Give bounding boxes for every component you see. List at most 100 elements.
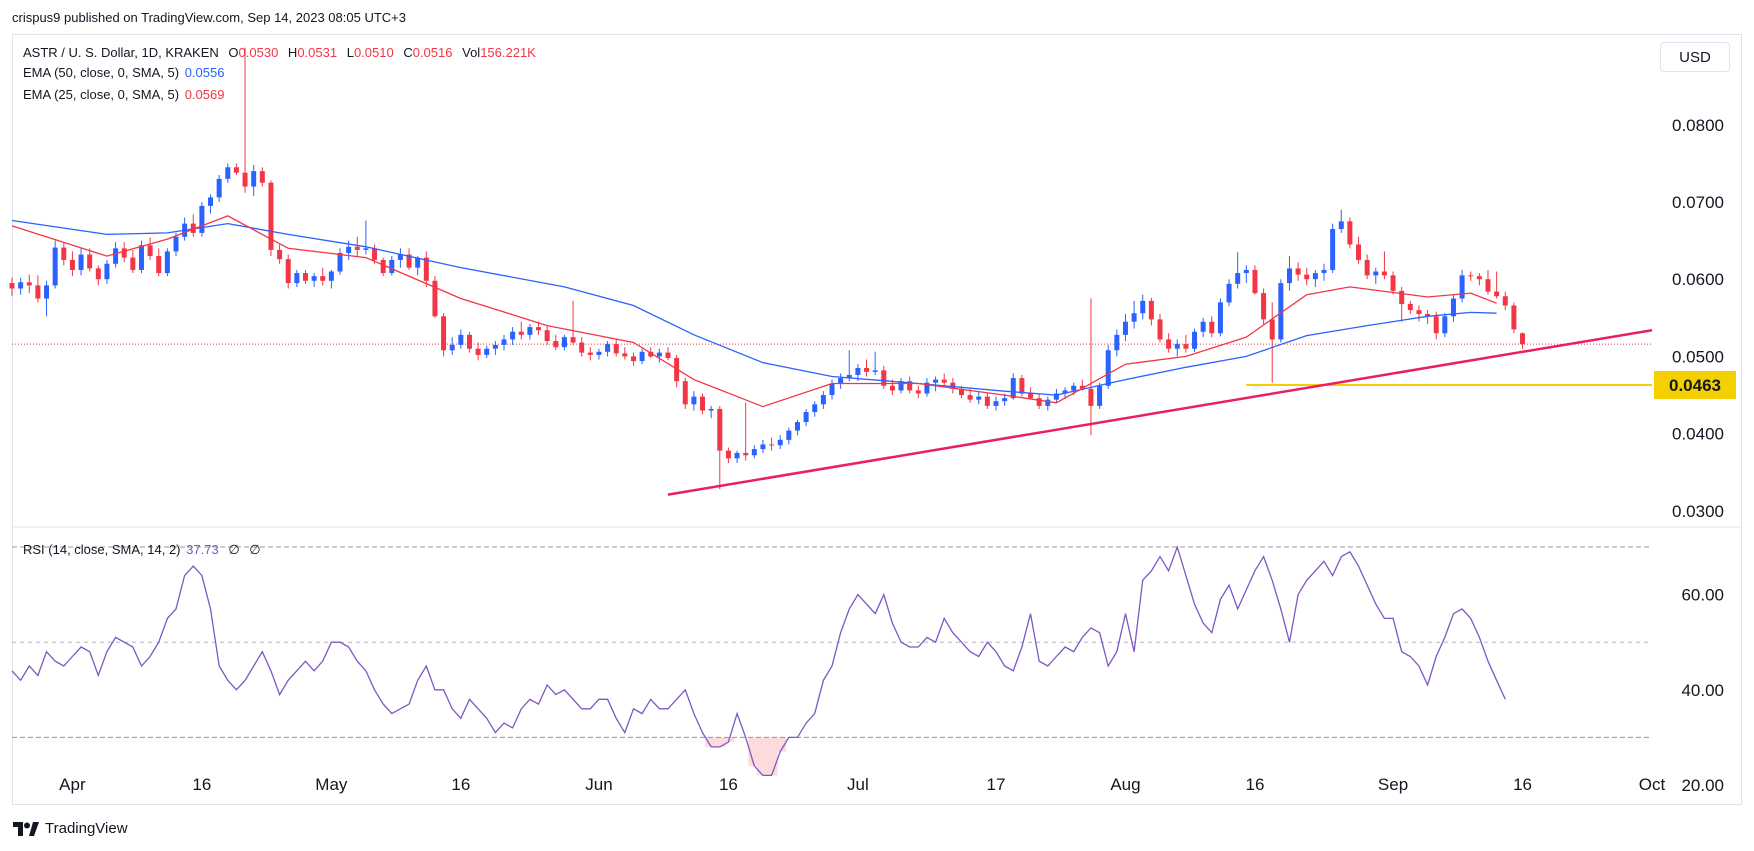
candle-body <box>87 254 93 269</box>
tradingview-brand: TradingView <box>45 820 128 837</box>
candle-body <box>734 452 740 459</box>
high-value: 0.0531 <box>297 45 338 60</box>
candle-body <box>1321 269 1327 274</box>
candle-body <box>1002 398 1008 402</box>
price-axis-tick-label: 0.0700 <box>1672 193 1724 212</box>
candle-body <box>691 396 697 405</box>
price-axis-tick-label: 0.0500 <box>1672 347 1724 366</box>
candle-body <box>259 171 265 183</box>
candle-body <box>613 344 619 354</box>
candle-body <box>1053 393 1059 400</box>
candle-body <box>1079 385 1085 389</box>
candle-body <box>812 404 818 413</box>
candle-body <box>156 256 162 274</box>
candle-body <box>769 444 775 446</box>
candle-body <box>1286 268 1292 284</box>
candle-body <box>1407 303 1413 311</box>
candle-body <box>1295 268 1301 275</box>
candle-body <box>536 327 542 331</box>
candle-body <box>924 382 930 394</box>
candle-body <box>121 248 127 258</box>
candle-body <box>1520 333 1526 345</box>
candle-body <box>104 263 110 280</box>
ema25-legend[interactable]: EMA (25, close, 0, SMA, 5) 0.0569 <box>23 87 224 102</box>
tradingview-footer[interactable]: TradingView <box>13 820 128 837</box>
candle-body <box>113 248 119 264</box>
candle-body <box>337 252 343 272</box>
candle-body <box>44 285 50 299</box>
time-axis-tick-label: Sep <box>1378 775 1408 794</box>
candle-body <box>1088 388 1094 406</box>
candle-body <box>1399 290 1405 304</box>
candle-body <box>656 352 662 357</box>
candle-body <box>898 381 904 391</box>
candle-body <box>1235 273 1241 284</box>
candle-body <box>1157 319 1163 340</box>
candle-body <box>527 327 533 335</box>
candle-body <box>423 257 429 281</box>
ema50-legend[interactable]: EMA (50, close, 0, SMA, 5) 0.0556 <box>23 65 224 80</box>
time-axis-tick-label: Jul <box>847 775 869 794</box>
candle-body <box>889 385 895 391</box>
candle-body <box>9 283 15 289</box>
candle-body <box>1390 275 1396 291</box>
symbol-legend: ASTR / U. S. Dollar, 1D, KRAKEN O0.0530 … <box>23 45 536 60</box>
candle-body <box>1045 399 1051 406</box>
candle-body <box>147 245 153 257</box>
rsi-oversold-fill <box>705 737 787 776</box>
candle-body <box>389 259 395 274</box>
candle-body <box>1373 271 1379 276</box>
candle-body <box>993 401 999 406</box>
chart-frame <box>12 34 1742 805</box>
candle-body <box>52 247 58 286</box>
time-axis-tick-label: 16 <box>719 775 738 794</box>
rsi-extra-1: ∅ <box>228 542 240 557</box>
candle-body <box>587 352 593 355</box>
candle-body <box>1140 300 1146 314</box>
currency-button[interactable]: USD <box>1660 42 1730 72</box>
open-value: 0.0530 <box>238 45 279 60</box>
candle-body <box>397 254 403 260</box>
candle-body <box>570 337 576 343</box>
price-axis-tick-label: 0.0600 <box>1672 270 1724 289</box>
candle-body <box>1364 259 1370 276</box>
candle-body <box>251 171 257 187</box>
candle-body <box>302 273 308 281</box>
candle-body <box>1330 229 1336 270</box>
price-axis-tick-label: 0.0300 <box>1672 502 1724 521</box>
candle-body <box>510 331 516 340</box>
candle-body <box>466 334 472 349</box>
candle-body <box>743 452 749 456</box>
candle-body <box>1010 378 1016 399</box>
candle-body <box>1304 274 1310 280</box>
candle-body <box>1511 305 1517 330</box>
candle-body <box>751 449 757 456</box>
candle-body <box>164 251 170 274</box>
publish-caption: crispus9 published on TradingView.com, S… <box>12 10 406 25</box>
candle-body <box>475 348 481 355</box>
candle-body <box>1226 283 1232 303</box>
ascending-trendline[interactable] <box>667 328 1653 496</box>
candle-body <box>648 351 654 357</box>
candle-body <box>544 330 550 341</box>
candle-body <box>415 257 421 268</box>
candle-body <box>492 344 498 349</box>
candle-body <box>579 342 585 353</box>
rsi-line <box>11 544 1506 777</box>
rsi-legend[interactable]: RSI (14, close, SMA, 14, 2) 37.73 ∅ ∅ <box>23 542 261 558</box>
tradingview-logo-icon <box>13 821 39 836</box>
time-axis-tick-label: 16 <box>1245 775 1264 794</box>
symbol-title[interactable]: ASTR / U. S. Dollar, 1D, KRAKEN <box>23 45 219 60</box>
candle-body <box>820 395 826 405</box>
candle-body <box>1269 319 1275 340</box>
candle-body <box>950 382 956 389</box>
candle-body <box>363 248 369 250</box>
candle-body <box>872 370 878 372</box>
candle-body <box>915 390 921 394</box>
candle-body <box>233 167 239 173</box>
candle-body <box>328 271 334 281</box>
candle-body <box>561 337 567 348</box>
candle-body <box>1200 321 1206 332</box>
candle-body <box>1036 398 1042 406</box>
